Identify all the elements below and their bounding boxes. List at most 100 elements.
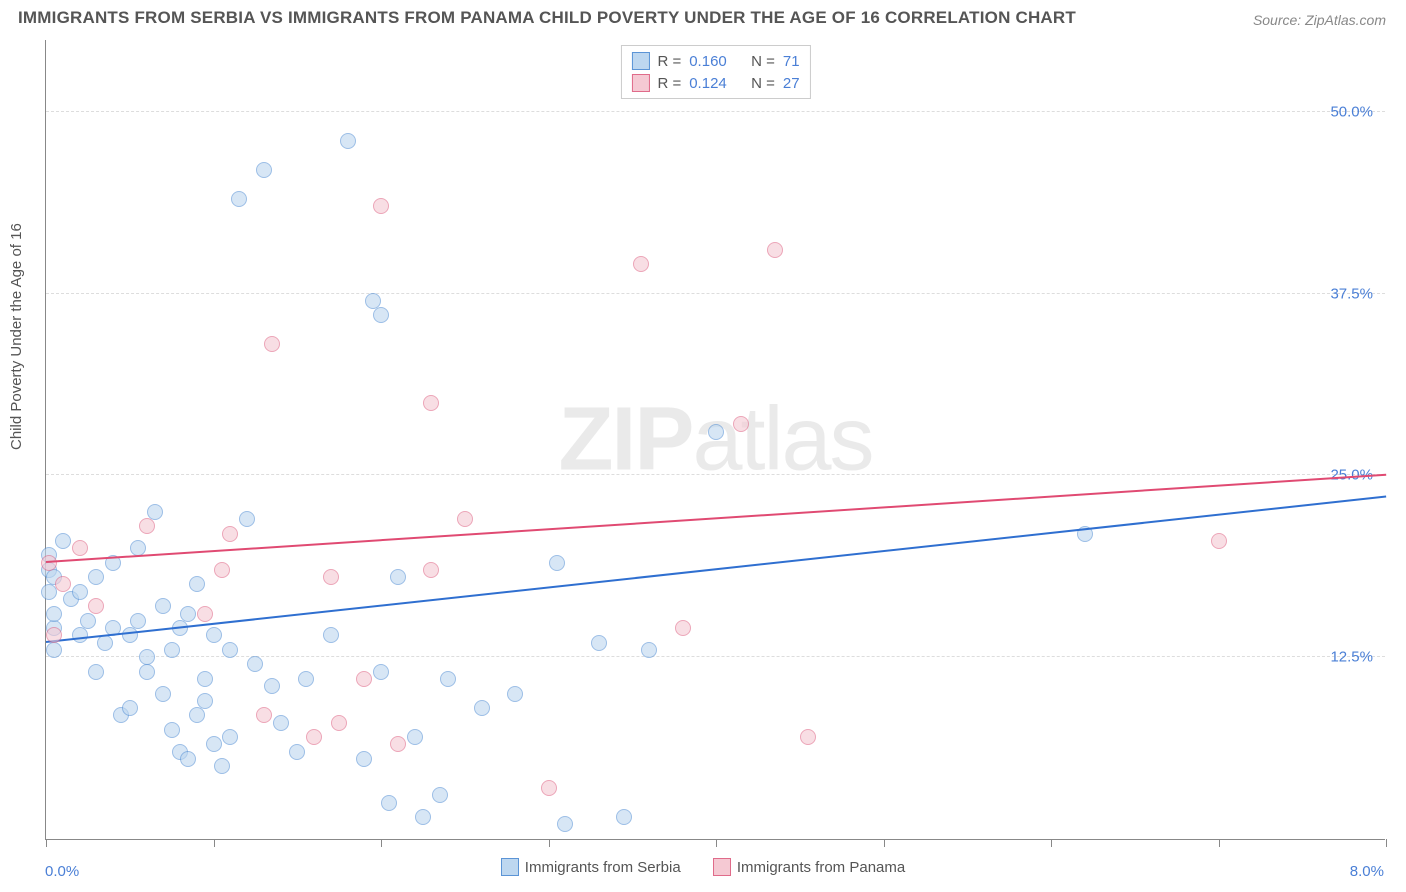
data-point (139, 649, 155, 665)
data-point (273, 715, 289, 731)
data-point (189, 576, 205, 592)
data-point (88, 598, 104, 614)
chart-title: IMMIGRANTS FROM SERBIA VS IMMIGRANTS FRO… (18, 8, 1076, 28)
data-point (457, 511, 473, 527)
data-point (197, 671, 213, 687)
legend-row-serbia: R = 0.160 N = 71 (631, 50, 799, 72)
data-point (306, 729, 322, 745)
data-point (423, 395, 439, 411)
data-point (390, 736, 406, 752)
data-point (139, 518, 155, 534)
y-tick-label: 50.0% (1330, 103, 1373, 120)
legend-series: Immigrants from Serbia Immigrants from P… (0, 858, 1406, 880)
y-tick-label: 37.5% (1330, 285, 1373, 302)
data-point (155, 598, 171, 614)
data-point (214, 562, 230, 578)
R-value-serbia: 0.160 (689, 53, 727, 70)
x-tick (46, 839, 47, 847)
data-point (222, 642, 238, 658)
x-tick (214, 839, 215, 847)
N-value-panama: 27 (783, 75, 800, 92)
data-point (46, 627, 62, 643)
data-point (381, 795, 397, 811)
data-point (373, 307, 389, 323)
data-point (340, 133, 356, 149)
data-point (557, 816, 573, 832)
data-point (72, 627, 88, 643)
x-tick (884, 839, 885, 847)
R-value-panama: 0.124 (689, 75, 727, 92)
gridline (46, 293, 1385, 294)
data-point (541, 780, 557, 796)
data-point (432, 787, 448, 803)
data-point (256, 162, 272, 178)
data-point (423, 562, 439, 578)
data-point (55, 576, 71, 592)
data-point (591, 635, 607, 651)
data-point (356, 671, 372, 687)
data-point (164, 722, 180, 738)
data-point (189, 707, 205, 723)
legend-row-panama: R = 0.124 N = 27 (631, 72, 799, 94)
data-point (365, 293, 381, 309)
legend-correlation: R = 0.160 N = 71 R = 0.124 N = 27 (620, 45, 810, 99)
legend-swatch-panama-icon (713, 858, 731, 876)
data-point (72, 540, 88, 556)
data-point (390, 569, 406, 585)
data-point (675, 620, 691, 636)
data-point (130, 613, 146, 629)
data-point (197, 693, 213, 709)
data-point (549, 555, 565, 571)
data-point (264, 678, 280, 694)
data-point (206, 627, 222, 643)
R-label: R = (657, 75, 681, 92)
data-point (164, 642, 180, 658)
data-point (122, 627, 138, 643)
x-tick (1051, 839, 1052, 847)
data-point (616, 809, 632, 825)
gridline (46, 111, 1385, 112)
data-point (214, 758, 230, 774)
data-point (147, 504, 163, 520)
data-point (80, 613, 96, 629)
data-point (356, 751, 372, 767)
data-point (1211, 533, 1227, 549)
legend-swatch-serbia (631, 52, 649, 70)
R-label: R = (657, 53, 681, 70)
x-tick (549, 839, 550, 847)
legend-label-panama: Immigrants from Panama (737, 859, 905, 876)
x-tick (381, 839, 382, 847)
data-point (767, 242, 783, 258)
data-point (440, 671, 456, 687)
data-point (46, 642, 62, 658)
data-point (139, 664, 155, 680)
data-point (373, 198, 389, 214)
data-point (88, 569, 104, 585)
data-point (298, 671, 314, 687)
data-point (222, 729, 238, 745)
y-axis-label: Child Poverty Under the Age of 16 (8, 223, 25, 450)
legend-item-serbia: Immigrants from Serbia (501, 858, 681, 876)
data-point (407, 729, 423, 745)
data-point (733, 416, 749, 432)
gridline (46, 656, 1385, 657)
data-point (55, 533, 71, 549)
data-point (800, 729, 816, 745)
data-point (289, 744, 305, 760)
x-tick (716, 839, 717, 847)
data-point (641, 642, 657, 658)
data-point (180, 606, 196, 622)
data-point (122, 700, 138, 716)
N-label: N = (751, 75, 775, 92)
data-point (373, 664, 389, 680)
data-point (331, 715, 347, 731)
data-point (239, 511, 255, 527)
data-point (180, 751, 196, 767)
y-tick-label: 12.5% (1330, 649, 1373, 666)
data-point (155, 686, 171, 702)
data-point (633, 256, 649, 272)
data-point (415, 809, 431, 825)
N-label: N = (751, 53, 775, 70)
data-point (708, 424, 724, 440)
N-value-serbia: 71 (783, 53, 800, 70)
